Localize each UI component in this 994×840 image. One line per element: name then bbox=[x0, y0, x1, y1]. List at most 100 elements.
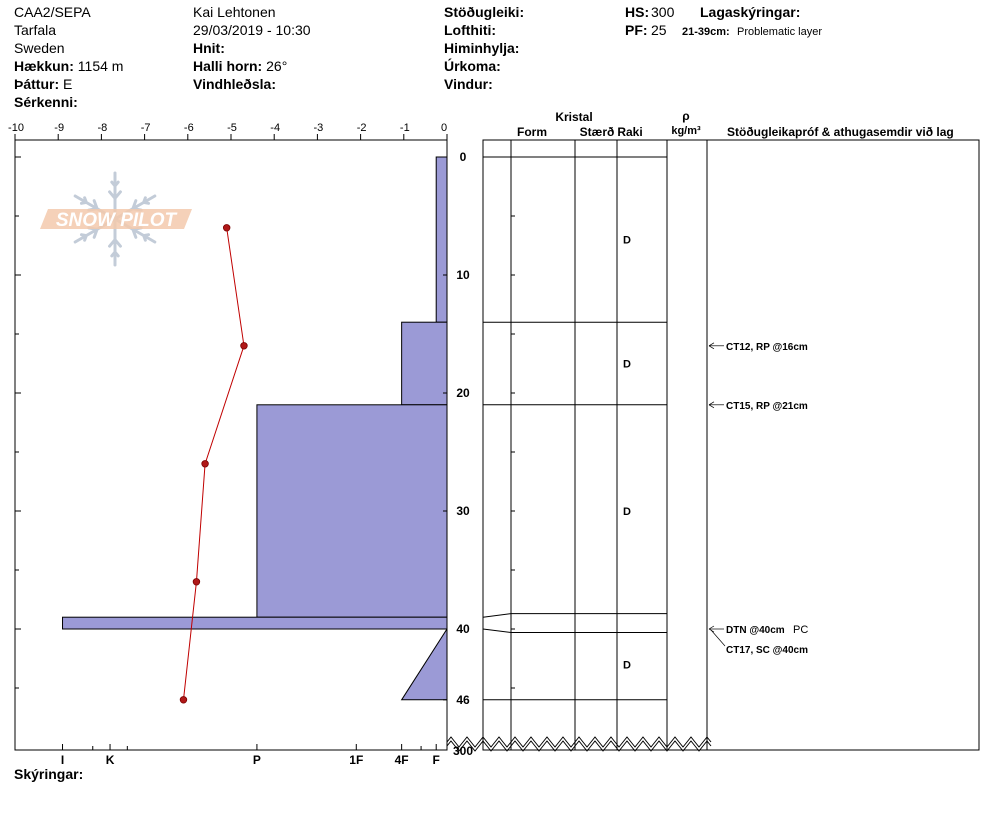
header-middle-label-2: Hnit: bbox=[193, 40, 225, 56]
header-right-line-0: Stöðugleiki: bbox=[444, 4, 524, 20]
hardness-bar bbox=[401, 321, 448, 406]
layer-wetness: D bbox=[623, 359, 631, 371]
temperature-point bbox=[179, 696, 188, 704]
snowflake-arm bbox=[108, 171, 122, 221]
temp-tick-label: -8 bbox=[98, 122, 108, 134]
depth-tick-label: 20 bbox=[456, 386, 470, 400]
layer-wetness: D bbox=[623, 506, 631, 518]
header-left-line-4: Þáttur: E bbox=[14, 76, 72, 92]
header-middle-line-1: 29/03/2019 - 10:30 bbox=[193, 22, 311, 38]
layers-label: Lagaskýringar: bbox=[700, 4, 800, 20]
temp-tick-label: -3 bbox=[314, 122, 324, 134]
temperature-point bbox=[201, 460, 209, 468]
temp-tick-label: -7 bbox=[141, 122, 151, 134]
depth-break-zigzag bbox=[446, 740, 712, 752]
temp-tick-label: -2 bbox=[357, 122, 367, 134]
header-left-line-2: Sweden bbox=[14, 40, 65, 56]
header-right-label-3: Úrkoma: bbox=[444, 57, 501, 74]
hardness-tick-label: 4F bbox=[395, 753, 409, 767]
pf-label: PF: bbox=[625, 22, 648, 38]
hardness-tick-label: F bbox=[433, 753, 440, 767]
depth-tick-label: 46 bbox=[456, 693, 470, 707]
header-middle-line-2: Hnit: bbox=[193, 40, 225, 56]
header-left-value-2: Sweden bbox=[14, 40, 65, 56]
header-middle-line-0: Kai Lehtonen bbox=[193, 4, 276, 20]
arrow-icon bbox=[708, 401, 715, 409]
depth-tick-label: 40 bbox=[456, 622, 470, 636]
header-left-value-0: CAA2/SEPA bbox=[14, 4, 91, 20]
header-middle-value-0: Kai Lehtonen bbox=[193, 4, 276, 20]
hardness-tick-label: K bbox=[106, 753, 115, 767]
col-form: Form bbox=[517, 125, 547, 139]
header-middle-value-1: 29/03/2019 - 10:30 bbox=[193, 22, 311, 38]
layer-wetness: D bbox=[623, 659, 631, 671]
header-left-value-1: Tarfala bbox=[14, 22, 56, 38]
arrow-icon bbox=[708, 342, 715, 350]
header-middle-label-4: Vindhleðsla: bbox=[193, 76, 276, 92]
snowflake-arm bbox=[108, 217, 122, 267]
header-left-value-3: 1154 m bbox=[74, 58, 124, 74]
hardness-bar bbox=[435, 156, 448, 323]
depth-bottom-label: 300 bbox=[453, 744, 473, 758]
col-staerd: Stærð bbox=[580, 125, 615, 139]
temp-tick-label: -1 bbox=[400, 122, 410, 134]
temp-tick-label: -10 bbox=[8, 122, 24, 134]
temp-tick-label: -4 bbox=[270, 122, 280, 134]
layer-boundary bbox=[482, 628, 667, 634]
hardness-bar bbox=[256, 404, 448, 618]
temp-tick-label: -5 bbox=[227, 122, 237, 134]
test-label: CT15, RP @21cm bbox=[726, 401, 808, 412]
header-middle-line-3: Halli horn: 26° bbox=[193, 58, 287, 74]
header-left-label-3: Hækkun: bbox=[14, 58, 74, 74]
header-left-label-4: Þáttur: bbox=[14, 76, 59, 92]
header-middle-line-4: Vindhleðsla: bbox=[193, 76, 276, 92]
header-right-line-1: Lofthiti: bbox=[444, 22, 496, 38]
layer-boundary bbox=[482, 613, 667, 618]
header-right-label-4: Vindur: bbox=[444, 76, 493, 92]
pf-value: 25 bbox=[651, 22, 667, 38]
temperature-point bbox=[222, 224, 231, 232]
col-kristal: Kristal bbox=[555, 110, 592, 124]
header-right-label-2: Himinhylja: bbox=[444, 40, 519, 56]
hs-value: 300 bbox=[651, 4, 675, 20]
depth-tick-label: 30 bbox=[456, 504, 470, 518]
logo-banner bbox=[40, 209, 192, 229]
header-left-line-1: Tarfala bbox=[14, 22, 56, 38]
header-middle-value-3: 26° bbox=[262, 58, 287, 74]
depth-tick-label: 10 bbox=[456, 268, 470, 282]
header-left-line-5: Sérkenni: bbox=[14, 94, 78, 110]
hardness-taper bbox=[400, 627, 448, 701]
temperature-point bbox=[240, 342, 248, 350]
temp-tick-label: -6 bbox=[184, 122, 194, 134]
col-rho-unit: kg/m³ bbox=[671, 125, 701, 137]
layer-wetness: D bbox=[623, 235, 631, 247]
header-right-label-0: Stöðugleiki: bbox=[444, 4, 524, 20]
footer-label: Skýringar: bbox=[14, 766, 83, 782]
hardness-tick-label: I bbox=[61, 753, 64, 767]
test-extra: PC bbox=[793, 624, 808, 636]
hardness-tick-label: 1F bbox=[349, 753, 363, 767]
test-label: CT17, SC @40cm bbox=[726, 645, 808, 656]
test-label: DTN @40cm bbox=[726, 625, 785, 636]
col-raki: Raki bbox=[617, 125, 642, 139]
header-right-line-3: Úrkoma: bbox=[444, 57, 501, 74]
hardness-bar bbox=[62, 616, 448, 630]
layer-note-range: 21-39cm: bbox=[682, 26, 730, 38]
layer-table-frame bbox=[482, 139, 980, 751]
logo-text: SNOW PILOT bbox=[56, 210, 178, 231]
test-label: CT12, RP @16cm bbox=[726, 342, 808, 353]
col-comments: Stöðugleikapróf & athugasemdir við lag bbox=[727, 125, 954, 139]
hardness-tick-label: P bbox=[253, 753, 261, 767]
depth-tick-label: 0 bbox=[460, 150, 467, 164]
col-rho: ρ bbox=[682, 109, 689, 123]
test-pointer bbox=[710, 629, 726, 647]
header-right-line-2: Himinhylja: bbox=[444, 40, 519, 56]
hs-label: HS: bbox=[625, 4, 649, 20]
temperature-point bbox=[192, 578, 201, 586]
temp-tick-label: -9 bbox=[54, 122, 64, 134]
temp-tick-label: 0 bbox=[441, 122, 447, 134]
depth-break-zigzag bbox=[446, 736, 712, 748]
layer-note-text: Problematic layer bbox=[737, 26, 822, 38]
header-left-line-0: CAA2/SEPA bbox=[14, 4, 91, 20]
